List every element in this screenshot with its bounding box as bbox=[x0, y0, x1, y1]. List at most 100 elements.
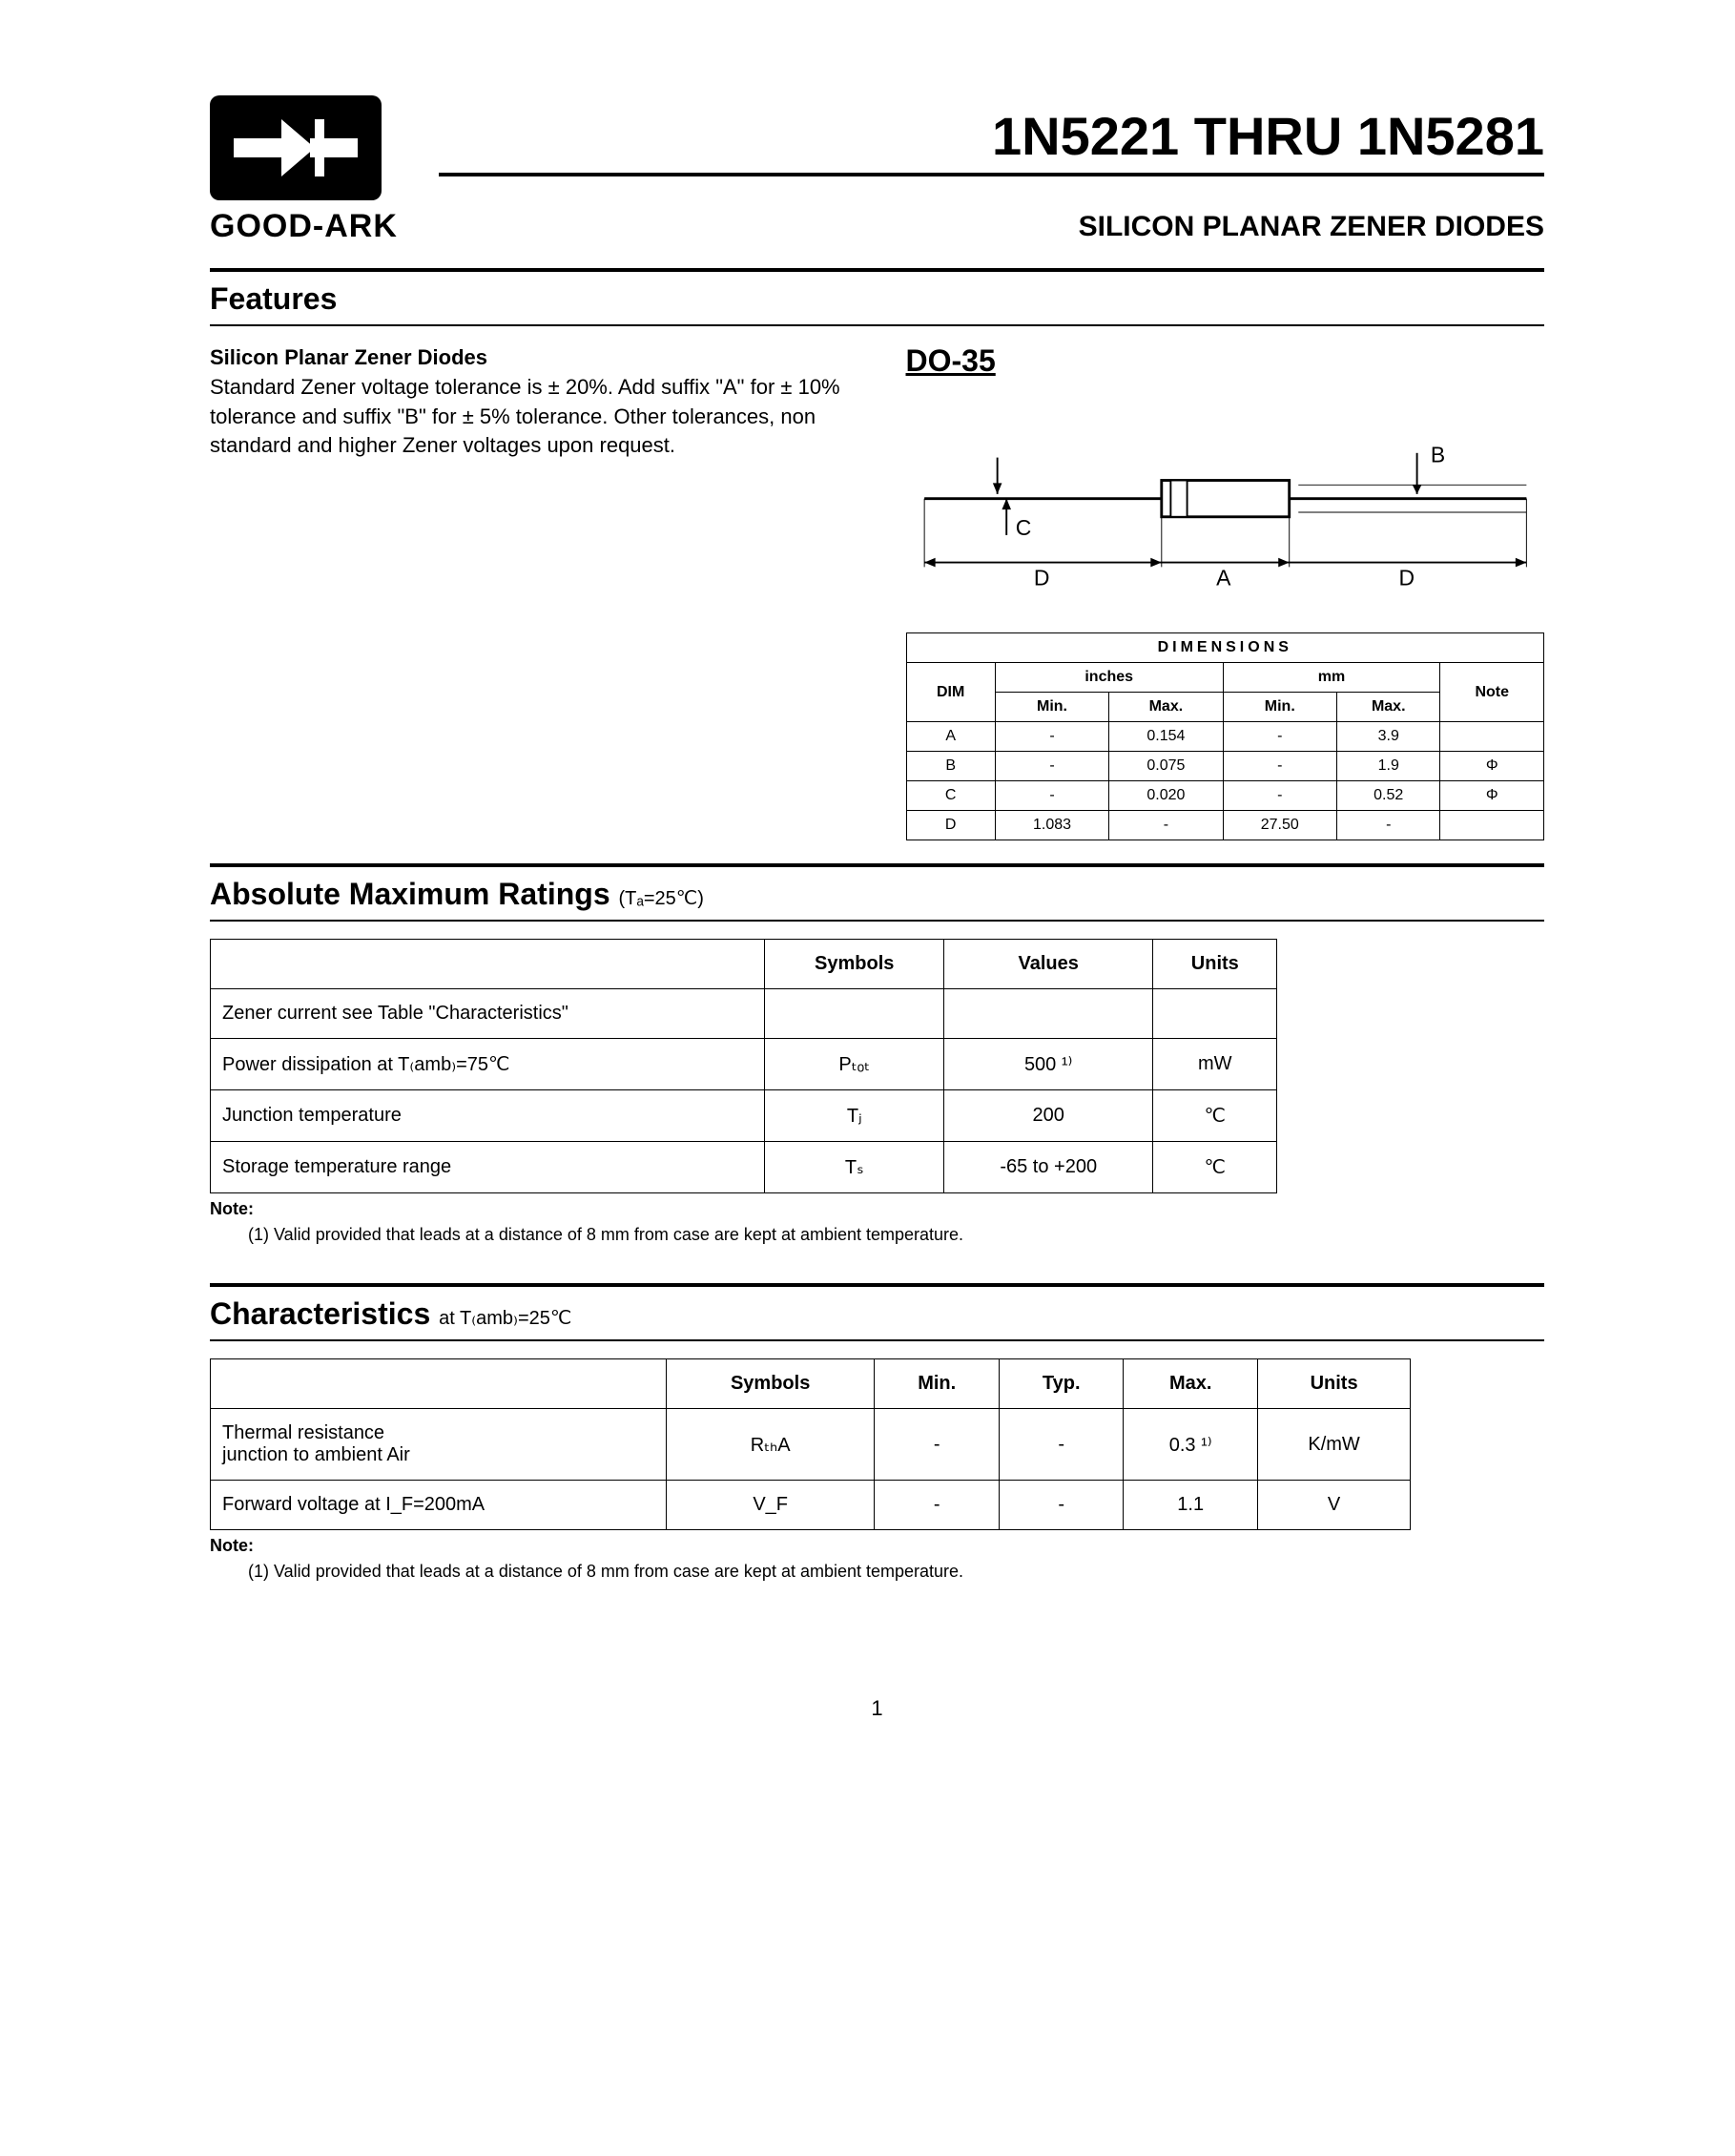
divider bbox=[210, 1283, 1544, 1287]
ratings-note-label: Note: bbox=[210, 1199, 1544, 1219]
dim-cell: - bbox=[995, 752, 1108, 781]
divider bbox=[210, 268, 1544, 272]
dim-cell: A bbox=[906, 722, 995, 752]
ratings-note-text: (1) Valid provided that leads at a dista… bbox=[248, 1225, 1544, 1245]
ratings-value: -65 to +200 bbox=[944, 1142, 1153, 1193]
ratings-param: Zener current see Table "Characteristics… bbox=[211, 989, 765, 1039]
ratings-param: Power dissipation at T₍amb₎=75℃ bbox=[211, 1039, 765, 1090]
ratings-symbol: Tₛ bbox=[765, 1142, 944, 1193]
dim-title: DIMENSIONS bbox=[906, 633, 1544, 663]
table-row: D1.083-27.50- bbox=[906, 811, 1544, 840]
dim-label-d-left: D bbox=[1033, 565, 1049, 590]
dim-label-b: B bbox=[1430, 442, 1444, 466]
char-min: - bbox=[875, 1409, 1000, 1481]
features-body: Standard Zener voltage tolerance is ± 20… bbox=[210, 373, 849, 461]
ratings-symbol bbox=[765, 989, 944, 1039]
table-row: Forward voltage at I_F=200mAV_F--1.1V bbox=[211, 1481, 1411, 1530]
page-subtitle: SILICON PLANAR ZENER DIODES bbox=[439, 211, 1544, 243]
ratings-value bbox=[944, 989, 1153, 1039]
dim-label-d-right: D bbox=[1398, 565, 1415, 590]
char-min: - bbox=[875, 1481, 1000, 1530]
dim-cell: B bbox=[906, 752, 995, 781]
features-row: Silicon Planar Zener Diodes Standard Zen… bbox=[210, 343, 1544, 840]
char-typ: - bbox=[1000, 1481, 1124, 1530]
dim-cell: 3.9 bbox=[1336, 722, 1440, 752]
char-heading-main: Characteristics bbox=[210, 1296, 439, 1331]
ratings-unit: mW bbox=[1153, 1039, 1277, 1090]
table-row: B-0.075-1.9Φ bbox=[906, 752, 1544, 781]
dim-cell: D bbox=[906, 811, 995, 840]
dim-col-mm: mm bbox=[1223, 663, 1440, 693]
table-row: Storage temperature rangeTₛ-65 to +200℃ bbox=[211, 1142, 1277, 1193]
ratings-col-values: Values bbox=[944, 940, 1153, 989]
char-col-max: Max. bbox=[1124, 1359, 1258, 1409]
page-title: 1N5221 THRU 1N5281 bbox=[439, 105, 1544, 176]
char-col-min: Min. bbox=[875, 1359, 1000, 1409]
dim-cell: 0.52 bbox=[1336, 781, 1440, 811]
ratings-heading: Absolute Maximum Ratings (Tₐ=25℃) bbox=[210, 877, 1544, 912]
ratings-param: Junction temperature bbox=[211, 1090, 765, 1142]
ratings-unit bbox=[1153, 989, 1277, 1039]
dim-label-a: A bbox=[1216, 565, 1231, 590]
dim-cell: - bbox=[1109, 811, 1223, 840]
dim-cell: - bbox=[1223, 722, 1336, 752]
divider bbox=[210, 324, 1544, 326]
dim-col-min: Min. bbox=[1223, 693, 1336, 722]
char-col-typ: Typ. bbox=[1000, 1359, 1124, 1409]
ratings-col-symbols: Symbols bbox=[765, 940, 944, 989]
dim-col-max: Max. bbox=[1109, 693, 1223, 722]
ratings-symbol: Pₜₒₜ bbox=[765, 1039, 944, 1090]
dim-cell: Φ bbox=[1440, 781, 1544, 811]
ratings-value: 500 ¹⁾ bbox=[944, 1039, 1153, 1090]
ratings-table: Symbols Values Units Zener current see T… bbox=[210, 939, 1277, 1193]
package-name: DO-35 bbox=[906, 343, 1545, 379]
features-lead: Silicon Planar Zener Diodes bbox=[210, 343, 849, 373]
table-row: Thermal resistance junction to ambient A… bbox=[211, 1409, 1411, 1481]
char-col-units: Units bbox=[1258, 1359, 1411, 1409]
header: GOOD-ARK 1N5221 THRU 1N5281 SILICON PLAN… bbox=[210, 95, 1544, 245]
table-row: A-0.154-3.9 bbox=[906, 722, 1544, 752]
char-col-symbols: Symbols bbox=[667, 1359, 875, 1409]
dim-cell: - bbox=[1336, 811, 1440, 840]
ratings-symbol: Tⱼ bbox=[765, 1090, 944, 1142]
dim-col-note: Note bbox=[1440, 663, 1544, 722]
ratings-unit: ℃ bbox=[1153, 1142, 1277, 1193]
page-number: 1 bbox=[210, 1696, 1544, 1721]
dim-col-inches: inches bbox=[995, 663, 1223, 693]
dimensions-table: DIMENSIONS DIM inches mm Note Min. Max. … bbox=[906, 632, 1545, 840]
char-param: Forward voltage at I_F=200mA bbox=[211, 1481, 667, 1530]
char-max: 1.1 bbox=[1124, 1481, 1258, 1530]
dim-cell: - bbox=[995, 722, 1108, 752]
dim-cell: C bbox=[906, 781, 995, 811]
char-max: 0.3 ¹⁾ bbox=[1124, 1409, 1258, 1481]
char-heading-sub: at T₍amb₎=25℃ bbox=[439, 1308, 571, 1329]
char-symbol: V_F bbox=[667, 1481, 875, 1530]
dim-cell: 1.083 bbox=[995, 811, 1108, 840]
ratings-value: 200 bbox=[944, 1090, 1153, 1142]
package-column: DO-35 B C D bbox=[906, 343, 1545, 840]
brand-logo-icon bbox=[210, 95, 382, 200]
characteristics-table: Symbols Min. Typ. Max. Units Thermal res… bbox=[210, 1358, 1411, 1530]
dim-cell: 0.154 bbox=[1109, 722, 1223, 752]
char-note-label: Note: bbox=[210, 1536, 1544, 1556]
brand-name: GOOD-ARK bbox=[210, 208, 401, 245]
dim-cell: 27.50 bbox=[1223, 811, 1336, 840]
ratings-col-units: Units bbox=[1153, 940, 1277, 989]
package-outline-icon: B C D A D bbox=[906, 407, 1545, 590]
dim-col-max: Max. bbox=[1336, 693, 1440, 722]
dim-cell: - bbox=[1223, 752, 1336, 781]
divider bbox=[210, 1339, 1544, 1341]
char-symbol: RₜₕA bbox=[667, 1409, 875, 1481]
ratings-heading-sub: (Tₐ=25℃) bbox=[619, 888, 704, 909]
dim-label-c: C bbox=[1015, 515, 1031, 540]
dim-cell: 1.9 bbox=[1336, 752, 1440, 781]
ratings-heading-main: Absolute Maximum Ratings bbox=[210, 877, 619, 911]
char-unit: V bbox=[1258, 1481, 1411, 1530]
dim-col-dim: DIM bbox=[906, 663, 995, 722]
char-param: Thermal resistance junction to ambient A… bbox=[211, 1409, 667, 1481]
dim-cell: - bbox=[995, 781, 1108, 811]
divider bbox=[210, 863, 1544, 867]
divider bbox=[210, 920, 1544, 922]
table-row: Power dissipation at T₍amb₎=75℃Pₜₒₜ500 ¹… bbox=[211, 1039, 1277, 1090]
dim-col-min: Min. bbox=[995, 693, 1108, 722]
